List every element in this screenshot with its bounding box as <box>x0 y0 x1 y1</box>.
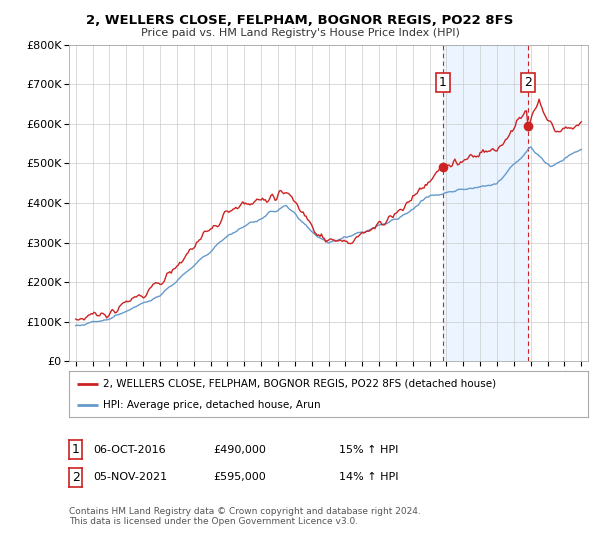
Text: HPI: Average price, detached house, Arun: HPI: Average price, detached house, Arun <box>103 400 320 410</box>
Text: £595,000: £595,000 <box>213 472 266 482</box>
Bar <box>443 45 528 361</box>
Text: 14% ↑ HPI: 14% ↑ HPI <box>339 472 398 482</box>
Text: 06-OCT-2016: 06-OCT-2016 <box>93 445 166 455</box>
Text: £490,000: £490,000 <box>213 445 266 455</box>
Text: 1: 1 <box>71 443 80 456</box>
Text: Price paid vs. HM Land Registry's House Price Index (HPI): Price paid vs. HM Land Registry's House … <box>140 28 460 38</box>
Text: 15% ↑ HPI: 15% ↑ HPI <box>339 445 398 455</box>
Text: 05-NOV-2021: 05-NOV-2021 <box>93 472 167 482</box>
Text: Contains HM Land Registry data © Crown copyright and database right 2024.
This d: Contains HM Land Registry data © Crown c… <box>69 507 421 526</box>
Text: 1: 1 <box>439 76 446 89</box>
Text: 2: 2 <box>524 76 532 89</box>
Text: 2, WELLERS CLOSE, FELPHAM, BOGNOR REGIS, PO22 8FS (detached house): 2, WELLERS CLOSE, FELPHAM, BOGNOR REGIS,… <box>103 379 496 389</box>
Text: 2, WELLERS CLOSE, FELPHAM, BOGNOR REGIS, PO22 8FS: 2, WELLERS CLOSE, FELPHAM, BOGNOR REGIS,… <box>86 14 514 27</box>
Text: 2: 2 <box>71 470 80 484</box>
